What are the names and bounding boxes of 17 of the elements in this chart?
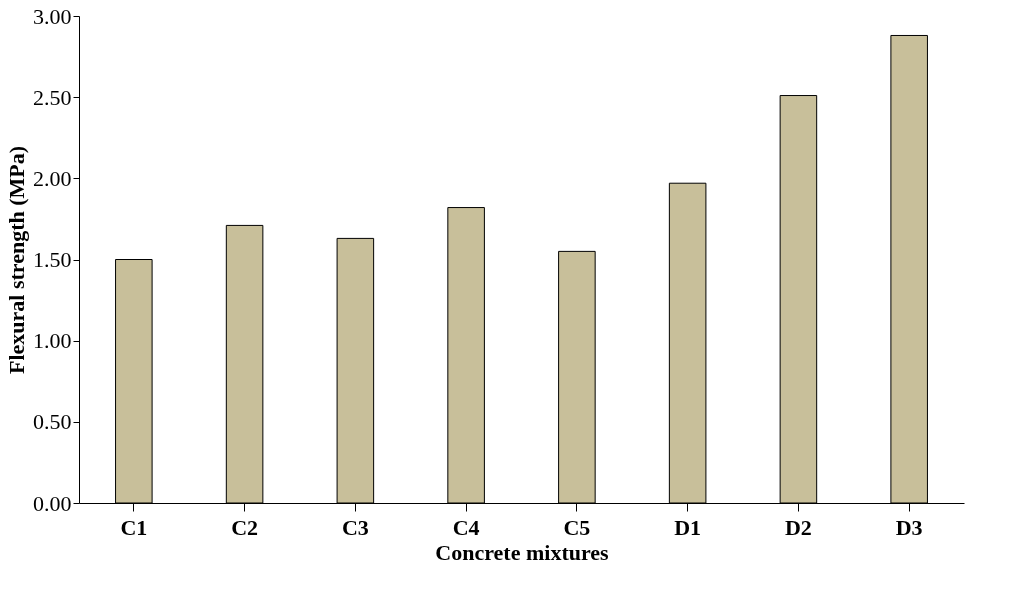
x-tick-label: D3	[895, 514, 923, 540]
x-tick-label: C5	[563, 514, 591, 540]
x-tick-label: C2	[231, 514, 259, 540]
x-axis-title: Concrete mixtures	[435, 539, 610, 565]
y-tick-label: 1.00	[33, 328, 72, 354]
x-tick-label: D2	[784, 514, 812, 540]
y-tick-label: 2.00	[33, 165, 72, 191]
y-axis-title: Flexural strength (MPa)	[4, 145, 29, 375]
y-tick-label: 3.00	[33, 3, 72, 29]
y-tick-label: 2.50	[33, 84, 72, 110]
x-tick-label: D1	[674, 514, 702, 540]
y-tick-label: 0.50	[33, 409, 72, 435]
y-tick-label: 1.50	[33, 247, 72, 272]
x-tick-label: C4	[452, 514, 480, 540]
x-tick-label: C1	[120, 514, 148, 540]
x-tick-label: C3	[341, 514, 369, 540]
y-tick-label: 0.00	[33, 490, 72, 516]
